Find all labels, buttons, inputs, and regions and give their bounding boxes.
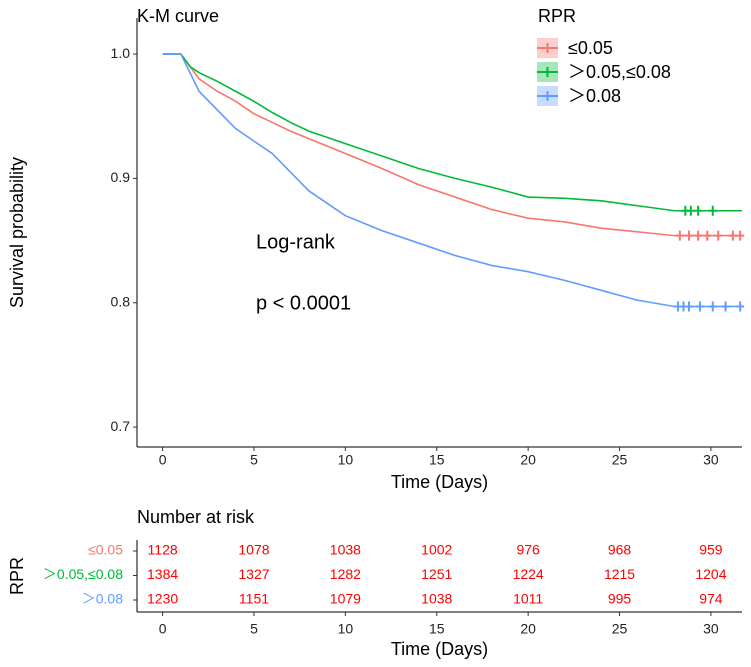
x-tick-label: 5 [250, 452, 258, 468]
x-tick-label: 10 [338, 452, 354, 468]
y-axis-label: Survival probability [7, 157, 27, 308]
censor-mark [695, 301, 704, 312]
risk-count: 1078 [238, 542, 269, 558]
censor-mark [708, 301, 717, 312]
censor-mark [728, 230, 737, 241]
censor-mark [686, 205, 695, 216]
risk-count: 1002 [421, 542, 452, 558]
x-tick-label: 20 [520, 621, 536, 637]
legend-label: ≤0.05 [568, 38, 613, 58]
risk-count: 1230 [147, 591, 178, 607]
risk-count: 995 [608, 591, 632, 607]
x-tick-label: 0 [159, 452, 167, 468]
row-label: ＞0.05,≤0.08 [43, 566, 123, 582]
survival-curve [162, 53, 742, 308]
censor-mark [703, 230, 712, 241]
risk-count: 1251 [421, 566, 452, 582]
legend-label: ＞0.05,≤0.08 [568, 62, 671, 82]
survival-curve [162, 53, 742, 212]
y-tick-label: 0.8 [111, 293, 131, 309]
x-axis-label: Time (Days) [391, 472, 488, 492]
legend-title: RPR [538, 6, 576, 26]
x-tick-label: 5 [250, 621, 258, 637]
legend-key-line [537, 91, 558, 101]
censor-mark [694, 230, 703, 241]
risk-count: 1011 [513, 591, 543, 607]
y-tick-label: 0.9 [111, 169, 131, 185]
x-tick-label: 30 [703, 621, 719, 637]
censor-mark [684, 230, 693, 241]
risk-count: 1128 [148, 542, 178, 558]
risk-count: 1038 [330, 542, 361, 558]
y-tick-label: 0.7 [111, 418, 131, 434]
survival-curve [162, 53, 742, 237]
risk-count: 1215 [604, 566, 635, 582]
x-tick-label: 25 [612, 621, 628, 637]
censor-mark [736, 230, 745, 241]
x-tick-label: 30 [703, 452, 719, 468]
risk-count: 1327 [238, 566, 269, 582]
risk-count: 1151 [239, 591, 269, 607]
x-tick-label: 0 [159, 621, 167, 637]
risk-count: 968 [608, 542, 632, 558]
censor-mark [684, 301, 693, 312]
x-tick-label: 20 [520, 452, 536, 468]
risk-count: 1079 [330, 591, 361, 607]
legend-label: ＞0.08 [568, 86, 621, 106]
y-axis-label: RPR [7, 557, 27, 595]
legend-key-line [537, 67, 558, 77]
censor-mark [708, 205, 717, 216]
annotation: Log-rank [256, 231, 336, 253]
risk-count: 1204 [695, 566, 726, 582]
legend-key-line [537, 43, 558, 53]
row-label: ＞0.08 [82, 591, 123, 607]
risk-count: 1224 [513, 566, 544, 582]
risk-count: 959 [699, 542, 723, 558]
risk-count: 1384 [147, 566, 178, 582]
x-tick-label: 25 [612, 452, 628, 468]
table-title: Number at risk [137, 507, 255, 527]
censor-mark [694, 205, 703, 216]
risk-count: 1038 [421, 591, 452, 607]
annotation: p < 0.0001 [256, 292, 351, 314]
censor-mark [714, 230, 723, 241]
x-tick-label: 15 [429, 621, 445, 637]
censor-mark [675, 230, 684, 241]
risk-count: 974 [699, 591, 723, 607]
chart-title: K-M curve [137, 6, 219, 26]
risk-count: 1282 [330, 566, 361, 582]
censor-mark [721, 301, 730, 312]
y-tick-label: 1.0 [111, 45, 131, 61]
censor-mark [736, 301, 745, 312]
x-tick-label: 10 [338, 621, 354, 637]
row-label: ≤0.05 [88, 542, 123, 558]
risk-count: 976 [516, 542, 540, 558]
x-tick-label: 15 [429, 452, 445, 468]
x-axis-label: Time (Days) [391, 639, 488, 659]
